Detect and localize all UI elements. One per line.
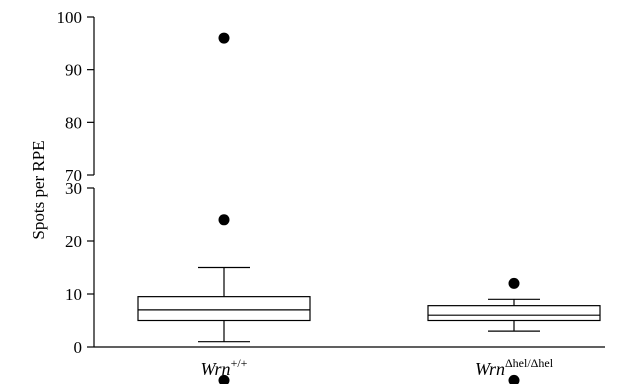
box-0 <box>137 296 311 322</box>
outlier-0-1 <box>218 374 230 384</box>
y-tick-label-upper-3: 100 <box>57 8 83 27</box>
y-tick-label-lower-3: 30 <box>65 179 82 198</box>
category-label-1: WrnΔhel/Δhel <box>475 356 554 379</box>
outliers <box>218 32 520 384</box>
y-axis-title: Spots per RPE <box>29 140 48 239</box>
category-label-1-sup: Δhel/Δhel <box>505 356 554 370</box>
category-label-0-base: Wrn <box>201 359 231 379</box>
outlier-0-2 <box>218 32 230 44</box>
y-tick-label-upper-2: 90 <box>65 61 82 80</box>
outlier-1-0 <box>508 277 520 289</box>
boxes <box>137 266 601 343</box>
category-label-1-base: Wrn <box>475 359 505 379</box>
y-tick-label-upper-1: 80 <box>65 113 82 132</box>
y-tick-label-lower-2: 20 <box>65 232 82 251</box>
box-1 <box>427 305 601 322</box>
y-tick-label-lower-1: 10 <box>65 285 82 304</box>
box-group-1 <box>427 298 601 332</box>
outlier-1-1 <box>508 374 520 384</box>
y-tick-label-lower-0: 0 <box>74 338 83 357</box>
category-label-0: Wrn+/+ <box>201 356 248 379</box>
box-group-0 <box>137 266 311 343</box>
axes <box>93 17 605 348</box>
category-label-0-sup: +/+ <box>231 356 248 370</box>
outlier-0-0 <box>218 214 230 226</box>
y-tick-label-upper-0: 70 <box>65 166 82 185</box>
